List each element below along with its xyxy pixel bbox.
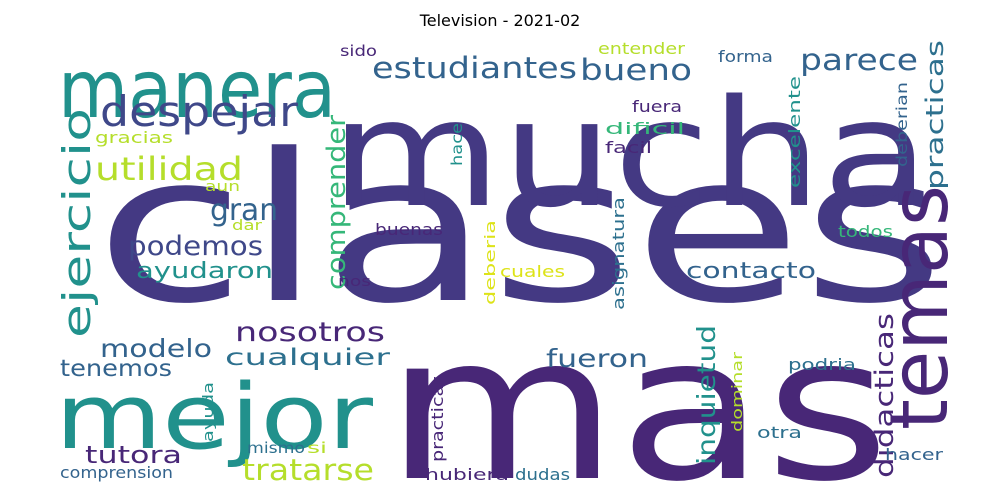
word-todos: todos bbox=[838, 222, 893, 241]
word-gran: gran bbox=[210, 193, 278, 228]
word-aun: aun bbox=[205, 179, 240, 195]
word-podemos: podemos bbox=[128, 231, 263, 262]
word-dominar: dominar bbox=[730, 352, 746, 432]
word-cualquier: cualquier bbox=[225, 345, 391, 371]
word-fueron: fueron bbox=[546, 344, 648, 373]
word-podria: podria bbox=[788, 355, 856, 374]
word-excelente: excelente bbox=[785, 76, 804, 188]
word-practicar: practicar bbox=[428, 376, 447, 462]
word-despejar: despejar bbox=[100, 87, 299, 136]
word-dar: dar bbox=[232, 218, 262, 234]
word-mucha: mucha bbox=[330, 68, 930, 240]
word-dudas: dudas bbox=[515, 465, 570, 484]
word-mas: mas bbox=[385, 293, 890, 500]
word-sido: sido bbox=[340, 42, 377, 60]
word-asignatura: asignatura bbox=[609, 197, 628, 310]
word-cuales: cuales bbox=[500, 262, 565, 281]
word-practicas: practicas bbox=[921, 40, 949, 190]
chart-title: Television - 2021-02 bbox=[419, 11, 581, 30]
word-mismo: mismo bbox=[247, 439, 305, 457]
word-deberian: deberian bbox=[893, 82, 911, 167]
word-si: si bbox=[307, 439, 327, 457]
word-utilidad: utilidad bbox=[95, 150, 243, 188]
word-hacer: hacer bbox=[885, 445, 944, 464]
word-tenemos: tenemos bbox=[60, 356, 172, 382]
word-contacto: contacto bbox=[686, 259, 816, 284]
word-otra: otra bbox=[757, 423, 802, 442]
word-didacticas: didacticas bbox=[870, 313, 900, 478]
word-ayuda: ayuda bbox=[201, 382, 217, 442]
word-fuera: fuera bbox=[632, 97, 682, 116]
word-hubiera: hubiera bbox=[425, 465, 509, 484]
word-ejercicio: ejercicio bbox=[55, 108, 99, 338]
word-mejor: mejor bbox=[55, 365, 373, 470]
word-estudiantes: estudiantes bbox=[372, 51, 577, 85]
word-parece: parece bbox=[800, 43, 918, 77]
word-nos: nos bbox=[338, 274, 371, 290]
word-deberia: deberia bbox=[483, 220, 499, 305]
word-comprender: comprender bbox=[322, 115, 352, 290]
word-temas: temas bbox=[873, 185, 966, 430]
word-facil: facil bbox=[605, 138, 652, 157]
word-comprension: comprension bbox=[60, 463, 173, 482]
word-ayudaron: ayudaron bbox=[136, 259, 273, 284]
word-inquietud: inquietud bbox=[692, 325, 721, 465]
word-dificil: dificil bbox=[605, 119, 685, 138]
word-hace: hace bbox=[448, 123, 466, 166]
word-tutora: tutora bbox=[85, 441, 182, 469]
word-bueno: bueno bbox=[580, 53, 692, 87]
word-buenas: buenas bbox=[375, 220, 443, 239]
word-modelo: modelo bbox=[100, 334, 212, 363]
word-tratarse: tratarse bbox=[242, 453, 374, 487]
word-clases: clases bbox=[95, 111, 945, 349]
word-forma: forma bbox=[718, 47, 773, 66]
word-manera: manera bbox=[58, 43, 336, 136]
word-entender: entender bbox=[598, 39, 685, 58]
word-gracias: gracias bbox=[95, 128, 173, 147]
word-nosotros: nosotros bbox=[235, 317, 385, 348]
